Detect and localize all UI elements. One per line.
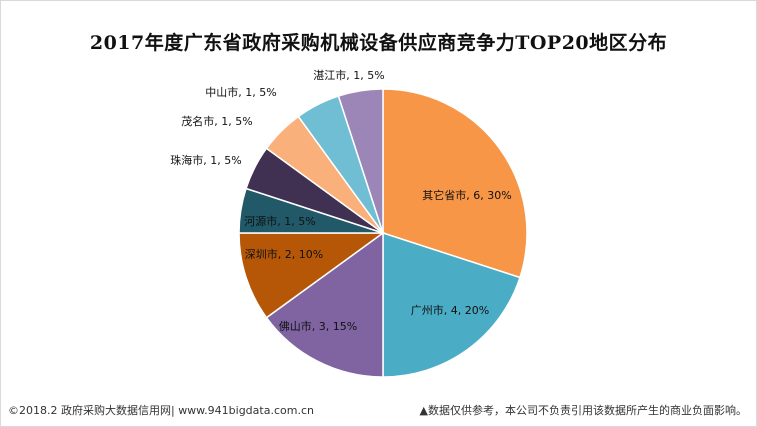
pie-slice-4 (238, 232, 386, 319)
pie-slice-label-6: 珠海市, 1, 5% (170, 153, 241, 167)
pie-slice-label-5: 河源市, 1, 5% (244, 214, 315, 228)
pie-slice-label-1: 其它省市, 6, 30% (422, 188, 511, 202)
footer-copyright: ©2018.2 政府采购大数据信用网| www.941bigdata.com.c… (8, 404, 314, 417)
pie-slice-label-9: 湛江市, 1, 5% (313, 68, 384, 82)
pie-slice-3 (265, 231, 384, 378)
pie-slice-label-2: 广州市, 4, 20% (411, 303, 489, 317)
pie-slice-label-3: 佛山市, 3, 15% (279, 319, 357, 333)
pie-labels: 其它省市, 6, 30% 广州市, 4, 20% 佛山市, 3, 15% 深圳市, 2… (170, 68, 511, 333)
pie-slice-label-8: 中山市, 1, 5% (205, 85, 276, 99)
pie-slices (238, 88, 528, 378)
pie-slice-label-7: 茂名市, 1, 5% (181, 114, 252, 128)
footer-disclaimer: ▲数据仅供参考，本公司不负责引用该数据所产生的商业负面影响。 (419, 404, 747, 417)
pie-slice-2 (382, 231, 521, 378)
pie-slice-9 (337, 88, 384, 234)
pie-slice-label-4: 深圳市, 2, 10% (245, 247, 323, 261)
chart-title: 2017年度广东省政府采购机械设备供应商竞争力TOP20地区分布 (89, 32, 668, 54)
pie-slice-1 (382, 88, 528, 279)
